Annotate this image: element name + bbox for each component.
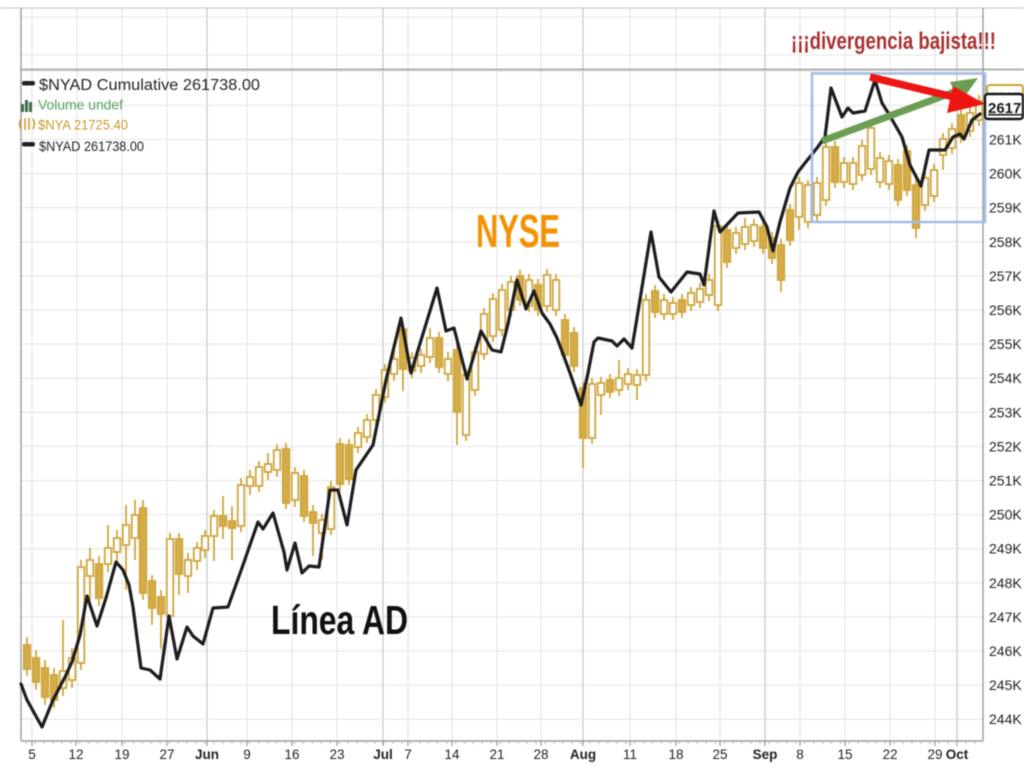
svg-text:255K: 255K xyxy=(989,336,1022,352)
svg-text:257K: 257K xyxy=(989,268,1022,284)
svg-text:245K: 245K xyxy=(989,677,1022,693)
svg-text:16: 16 xyxy=(284,747,299,762)
svg-text:7: 7 xyxy=(404,747,412,762)
svg-text:254K: 254K xyxy=(989,370,1022,386)
svg-text:258K: 258K xyxy=(989,234,1022,250)
svg-text:Jun: Jun xyxy=(195,747,219,762)
svg-text:259K: 259K xyxy=(989,200,1022,216)
svg-text:25: 25 xyxy=(712,747,727,762)
svg-text:9: 9 xyxy=(243,747,251,762)
svg-text:22: 22 xyxy=(882,747,897,762)
svg-text:12: 12 xyxy=(68,747,83,762)
svg-text:26173: 26173 xyxy=(988,100,1024,117)
svg-text:246K: 246K xyxy=(989,643,1022,659)
svg-text:244K: 244K xyxy=(989,711,1022,727)
svg-text:252K: 252K xyxy=(989,438,1022,454)
svg-text:11: 11 xyxy=(623,747,637,762)
svg-text:$NYA 21725.40: $NYA 21725.40 xyxy=(38,117,128,133)
svg-text:Oct: Oct xyxy=(946,747,969,762)
svg-text:Línea AD: Línea AD xyxy=(271,597,408,643)
svg-text:¡¡¡divergencia bajista!!!: ¡¡¡divergencia bajista!!! xyxy=(791,28,996,55)
svg-text:21: 21 xyxy=(489,747,504,762)
svg-text:8: 8 xyxy=(796,747,804,762)
svg-text:256K: 256K xyxy=(989,302,1022,318)
svg-text:260K: 260K xyxy=(989,166,1022,182)
svg-text:249K: 249K xyxy=(989,541,1022,557)
svg-text:14: 14 xyxy=(444,747,460,762)
svg-text:5: 5 xyxy=(28,747,36,762)
svg-text:Sep: Sep xyxy=(753,747,778,762)
svg-text:Aug: Aug xyxy=(570,747,596,762)
svg-text:261K: 261K xyxy=(989,132,1022,148)
svg-text:23: 23 xyxy=(329,747,344,762)
svg-text:NYSE: NYSE xyxy=(476,205,560,257)
svg-text:18: 18 xyxy=(668,747,683,762)
svg-text:$NYAD 261738.00: $NYAD 261738.00 xyxy=(39,138,144,154)
svg-text:$NYAD Cumulative 261738.00: $NYAD Cumulative 261738.00 xyxy=(39,77,260,94)
svg-text:29: 29 xyxy=(927,747,942,762)
svg-text:28: 28 xyxy=(533,747,548,762)
svg-text:19: 19 xyxy=(114,747,129,762)
svg-text:Jul: Jul xyxy=(373,747,393,762)
svg-text:15: 15 xyxy=(837,747,852,762)
svg-text:Volume undef: Volume undef xyxy=(38,97,123,113)
svg-text:251K: 251K xyxy=(989,473,1022,489)
svg-text:250K: 250K xyxy=(989,507,1022,523)
svg-text:27: 27 xyxy=(159,747,174,762)
svg-text:253K: 253K xyxy=(989,404,1022,420)
svg-text:248K: 248K xyxy=(989,575,1022,591)
svg-text:247K: 247K xyxy=(989,609,1022,625)
